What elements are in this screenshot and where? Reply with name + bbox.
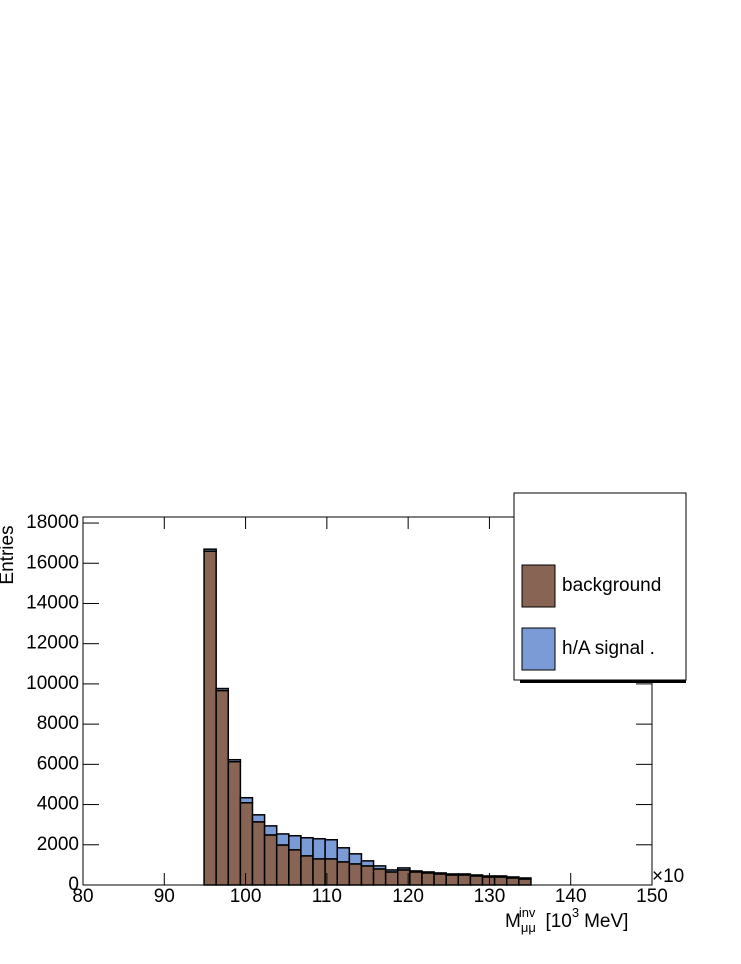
- histogram-bar: [505, 876, 520, 879]
- histogram-bar: [312, 858, 326, 886]
- histogram-bar: [288, 834, 302, 851]
- histogram-bar: [239, 802, 254, 886]
- histogram-bar: [203, 548, 217, 552]
- histogram-bar: [409, 870, 423, 873]
- histogram-bar: [300, 855, 314, 886]
- histogram-bar: [433, 872, 447, 875]
- histogram-bar: [384, 871, 399, 886]
- plot-frame: [82, 516, 653, 886]
- y-tick-label: 8000: [37, 713, 79, 734]
- x-exponent: ×10: [652, 866, 684, 887]
- histogram-bar: [348, 863, 363, 886]
- legend-swatch: [521, 564, 556, 608]
- histogram-bar: [348, 853, 363, 865]
- histogram-bar: [372, 865, 387, 870]
- histogram-bar: [421, 872, 435, 886]
- histogram-bar: [518, 877, 532, 880]
- histogram-bar: [457, 874, 472, 886]
- x-label-sub: μμ: [521, 920, 536, 935]
- histogram-bar: [457, 873, 472, 876]
- y-tick-label: 18000: [26, 512, 79, 533]
- histogram-bar: [481, 876, 496, 886]
- x-label-unit-end: MeV]: [584, 911, 628, 932]
- histogram-bar: [288, 849, 302, 886]
- histogram-bar: [239, 796, 254, 804]
- legend-shadow: [520, 679, 686, 683]
- x-label-sup: inv: [519, 905, 536, 920]
- histogram-bar: [384, 869, 399, 873]
- histogram-bar: [215, 689, 230, 886]
- histogram-bar: [360, 865, 375, 886]
- histogram-bar: [251, 821, 266, 886]
- histogram-bar: [409, 871, 423, 886]
- y-tick-label: 14000: [26, 592, 79, 613]
- x-tick-label: 110: [312, 886, 342, 907]
- histogram-bar: [227, 758, 242, 763]
- histogram-bar: [397, 867, 411, 871]
- x-tick-label: 150: [636, 886, 668, 907]
- histogram-bar: [324, 839, 338, 860]
- legend-label: background: [562, 575, 661, 596]
- histogram-bar: [263, 825, 278, 836]
- histogram-bar: [469, 874, 484, 877]
- histogram-bar: [372, 868, 387, 886]
- histogram-bar: [493, 876, 508, 886]
- x-tick-label: 90: [154, 886, 175, 907]
- histogram-bar: [275, 844, 290, 886]
- y-axis-label: Entries: [0, 525, 18, 584]
- histogram-bar: [227, 760, 242, 886]
- legend-label: h/A signal .: [562, 638, 655, 659]
- y-tick-label: 10000: [26, 673, 79, 694]
- histogram-bar: [336, 847, 351, 863]
- histogram-bar: [215, 687, 230, 692]
- y-tick-label: 16000: [26, 552, 79, 573]
- x-axis-label: Mμμinv [103 MeV]: [505, 905, 628, 935]
- x-label-unit-sup: 3: [572, 905, 579, 920]
- histogram-bar: [300, 836, 314, 857]
- histogram-bar: [275, 833, 290, 846]
- histogram-bar: [336, 861, 351, 886]
- histogram-bar: [518, 878, 532, 886]
- histogram-bar: [445, 873, 460, 876]
- histogram-bar: [469, 875, 484, 886]
- x-tick-label: 140: [555, 886, 587, 907]
- histogram-bar: [421, 871, 435, 874]
- y-tick-label: 2000: [37, 834, 79, 855]
- histogram-bar: [203, 550, 217, 886]
- histogram-bar: [493, 875, 508, 878]
- histogram-bar: [481, 875, 496, 878]
- x-tick-label: 120: [392, 886, 424, 907]
- y-tick-label: 4000: [37, 794, 79, 815]
- histogram-bar: [505, 877, 520, 886]
- histogram-bar: [433, 873, 447, 886]
- histogram-bar: [251, 814, 266, 823]
- histogram-bar: [263, 834, 278, 886]
- x-label-unit: [10: [545, 911, 571, 932]
- y-tick-label: 12000: [26, 633, 79, 654]
- y-tick-label: 6000: [37, 753, 79, 774]
- histogram-bar: [312, 837, 326, 860]
- x-label-base: M: [505, 911, 521, 932]
- legend-swatch: [521, 627, 556, 671]
- y-tick-label: 0: [68, 874, 79, 895]
- x-tick-label: 130: [474, 886, 506, 907]
- x-tick-label: 100: [230, 886, 262, 907]
- histogram-bar: [360, 860, 375, 867]
- histogram-bar: [445, 874, 460, 886]
- x-tick-label: 80: [72, 886, 93, 907]
